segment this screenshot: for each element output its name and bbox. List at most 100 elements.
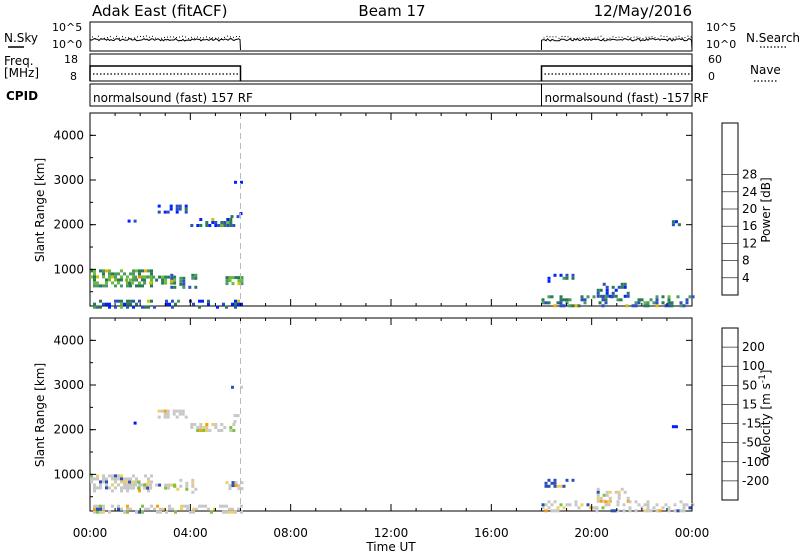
heatmap-cell: [192, 507, 195, 511]
heatmap-cell: [120, 278, 123, 282]
heatmap-cell: [574, 503, 578, 507]
colorbar-tick-label: 15: [742, 397, 757, 411]
heatmap-cell: [634, 301, 638, 305]
heatmap-cell: [237, 507, 240, 511]
heatmap-cell: [544, 301, 548, 305]
heatmap-cell: [149, 275, 153, 279]
heatmap-cell: [544, 509, 548, 513]
x-tick-label: 04:00: [173, 526, 208, 540]
heatmap-cell: [646, 509, 650, 513]
heatmap-cell: [178, 204, 182, 208]
heatmap-cell: [177, 299, 180, 303]
heatmap-cell: [626, 496, 630, 500]
heatmap-cell: [102, 480, 105, 484]
heatmap-cell: [604, 301, 608, 305]
heatmap-cell: [213, 507, 216, 511]
heatmap-cell: [111, 275, 114, 279]
heatmap-cell: [205, 423, 209, 426]
heatmap-cell: [111, 272, 114, 276]
heatmap-cell: [123, 480, 126, 484]
heatmap-cell: [228, 507, 231, 511]
heatmap-cell: [229, 426, 233, 429]
heatmap-cell: [204, 504, 207, 508]
heatmap-cell: [141, 483, 144, 487]
heatmap-cell: [571, 304, 575, 308]
nave-label: Nave: [750, 63, 781, 77]
heatmap-cell: [105, 480, 108, 484]
nave-top-tick: 60: [708, 53, 722, 66]
heatmap-cell: [149, 483, 153, 487]
heatmap-cell: [622, 503, 626, 507]
heatmap-cell: [550, 503, 554, 507]
heatmap-cell: [671, 425, 675, 429]
heatmap-cell: [93, 284, 96, 288]
heatmap-cell: [208, 224, 212, 227]
heatmap-cell: [182, 285, 186, 289]
heatmap-cell: [153, 507, 156, 511]
heatmap-cell: [220, 423, 224, 426]
heatmap-cell: [120, 486, 123, 490]
heatmap-cell: [147, 305, 150, 309]
heatmap-cell: [559, 301, 563, 305]
heatmap-cell: [562, 484, 566, 488]
heatmap-cell: [643, 503, 647, 507]
heatmap-cell: [201, 299, 204, 303]
heatmap-cell: [628, 509, 632, 513]
heatmap-cell: [216, 305, 219, 309]
nsearch-label: N.Search: [746, 31, 800, 45]
heatmap-cell: [102, 275, 105, 279]
heatmap-cell: [105, 302, 108, 306]
heatmap-cell: [237, 279, 241, 283]
heatmap-cell: [166, 409, 170, 413]
heatmap-cell: [233, 414, 237, 418]
heatmap-cell: [236, 414, 240, 418]
y-tick-label: 2000: [53, 218, 84, 232]
freq-traces: [89, 65, 693, 81]
heatmap-cell: [93, 483, 96, 487]
heatmap-cell: [161, 275, 165, 279]
heatmap-cell: [165, 510, 168, 514]
velocity-colorbar-label-main: Velocity [m s: [759, 383, 773, 460]
heatmap-cell: [185, 481, 189, 485]
heatmap-cell: [141, 269, 144, 273]
heatmap-cell: [646, 500, 650, 504]
heatmap-cell: [634, 500, 638, 504]
heatmap-cell: [179, 478, 183, 482]
heatmap-cell: [102, 269, 105, 273]
colorbar-tick-label: 200: [742, 340, 765, 354]
heatmap-cell: [149, 281, 153, 285]
heatmap-cell: [108, 275, 111, 279]
heatmap-cell: [225, 481, 229, 485]
heatmap-cell: [610, 509, 614, 513]
heatmap-cell: [608, 294, 612, 298]
heatmap-cell: [164, 483, 168, 487]
heatmap-cell: [133, 421, 137, 425]
heatmap-cell: [649, 298, 653, 302]
heatmap-cell: [232, 423, 236, 426]
heatmap-cell: [141, 278, 144, 282]
heatmap-cell: [120, 299, 123, 303]
heatmap-cell: [114, 474, 117, 478]
heatmap-cell: [616, 298, 620, 302]
heatmap-cell: [132, 275, 135, 279]
heatmap-cell: [164, 275, 168, 279]
heatmap-cell: [173, 278, 177, 282]
heatmap-cell: [93, 275, 96, 279]
heatmap-cell: [90, 474, 93, 478]
cpid-segment-label: normalsound (fast) 157 RF: [93, 91, 253, 105]
heatmap-cell: [181, 409, 185, 413]
heatmap-cell: [127, 219, 131, 223]
heatmap-cell: [99, 504, 102, 508]
heatmap-cell: [96, 284, 99, 288]
heatmap-cell: [117, 504, 120, 508]
heatmap-cell: [191, 490, 195, 494]
heatmap-cell: [120, 305, 123, 309]
heatmap-cell: [96, 275, 99, 279]
heatmap-cell: [602, 493, 606, 497]
heatmap-cell: [138, 275, 141, 279]
heatmap-cell: [596, 490, 600, 494]
heatmap-cell: [553, 509, 557, 513]
heatmap-cell: [544, 481, 548, 485]
heatmap-cell: [126, 477, 129, 481]
velocity-colorbar: 200 100 50 15 -15 -50 -100 -200: [721, 327, 769, 501]
